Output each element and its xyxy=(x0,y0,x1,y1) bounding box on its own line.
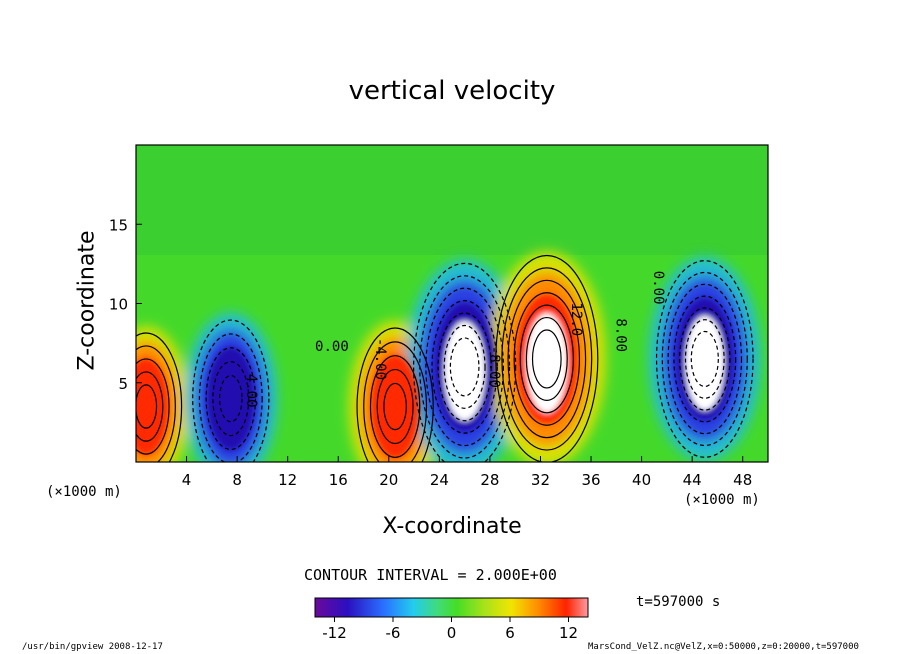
contour-label: 0.00 xyxy=(650,271,666,305)
contour-ring-5-1 xyxy=(655,260,754,458)
contour-ring-2-2 xyxy=(363,341,428,462)
feature-core-2 xyxy=(371,355,420,459)
colorbar-tick-label: -12 xyxy=(322,624,347,642)
chart-title: vertical velocity xyxy=(348,76,556,106)
contour-label: 12.0 xyxy=(568,302,584,336)
feature-core-1 xyxy=(206,347,255,451)
velocity-field xyxy=(136,145,768,462)
x-tick-label: 28 xyxy=(480,471,499,489)
contour-ring-1-4 xyxy=(212,361,250,437)
contour-ring-3-6 xyxy=(443,324,486,409)
contour-ring-3-2 xyxy=(419,275,511,459)
contour-ring-5-6 xyxy=(684,319,725,399)
x-tick-label: 4 xyxy=(182,471,192,489)
x-tick-label: 12 xyxy=(278,471,297,489)
contour-ring-3-7 xyxy=(449,337,480,397)
contour-ring-3-5 xyxy=(437,312,492,422)
contour-ring-1-3 xyxy=(205,347,257,451)
contour-ring-5-3 xyxy=(667,283,743,435)
x-tick-label: 20 xyxy=(379,471,398,489)
contour-ring-3-1 xyxy=(413,262,517,462)
contour-ring-5-2 xyxy=(661,271,748,447)
contour-ring-2-4 xyxy=(376,368,414,445)
y-tick-label: 15 xyxy=(109,216,128,234)
contour-ring-1-1 xyxy=(192,319,270,462)
time-label: t=597000 s xyxy=(636,594,721,610)
contour-ring-5-5 xyxy=(679,307,731,411)
contour-ring-3-3 xyxy=(425,287,505,447)
contour-ring-4-5 xyxy=(519,304,574,414)
contour-ring-4-2 xyxy=(501,267,593,451)
x-tick-label: 32 xyxy=(531,471,550,489)
contour-ring-5-7 xyxy=(690,330,719,388)
footer-right: MarsCond_VelZ.nc@VelZ,x=0:50000,z=0:2000… xyxy=(588,642,859,652)
contour-ring-1-5 xyxy=(219,374,243,423)
contour-interval: CONTOUR INTERVAL = 2.000E+00 xyxy=(304,566,557,584)
y-tick-label: 5 xyxy=(118,375,128,393)
contour-ring-2-1 xyxy=(356,327,434,462)
contour-ring-4-1 xyxy=(495,254,599,462)
contour-ring-5-4 xyxy=(673,295,737,423)
colorbar-tick-label: 12 xyxy=(559,624,578,642)
colorbar-tick-label: 0 xyxy=(447,624,457,642)
x-unit-right: (×1000 m) xyxy=(684,492,760,508)
colorbar-tick-label: -6 xyxy=(386,624,401,642)
contour-label: -8.00 xyxy=(486,346,502,388)
contour-ring-3-4 xyxy=(431,300,498,434)
contour-ring-0-4 xyxy=(136,371,164,442)
x-axis-label: X-coordinate xyxy=(382,514,522,539)
contour-label: 0.00 xyxy=(315,339,349,355)
feature-core-0 xyxy=(136,358,169,455)
x-unit-left: (×1000 m) xyxy=(46,484,122,500)
contour-ring-0-5 xyxy=(136,384,158,429)
colorbar xyxy=(314,597,589,618)
x-tick-label: 24 xyxy=(430,471,449,489)
contour-label: 4.00 xyxy=(243,374,259,408)
contour-ring-2-3 xyxy=(369,355,421,458)
field-upper-layer xyxy=(136,145,768,255)
contour-ring-1-2 xyxy=(198,333,263,462)
contour-ring-0-2 xyxy=(136,345,176,462)
contour-ring-4-7 xyxy=(531,329,562,389)
x-tick-label: 8 xyxy=(232,471,242,489)
contour-ring-2-5 xyxy=(383,382,407,431)
contour-ring-4-6 xyxy=(525,316,568,401)
contour-ring-4-3 xyxy=(507,279,587,439)
colorbar-tick-label: 6 xyxy=(505,624,515,642)
y-tick-label: 10 xyxy=(109,296,128,314)
contour-ring-4-4 xyxy=(513,292,581,426)
x-tick-label: 48 xyxy=(733,471,752,489)
x-tick-label: 16 xyxy=(329,471,348,489)
contour-ring-0-1 xyxy=(136,332,183,462)
contour-ring-0-3 xyxy=(136,358,170,455)
feature-saturated-5 xyxy=(685,315,725,411)
x-tick-label: 40 xyxy=(632,471,651,489)
y-axis-label: Z-coordinate xyxy=(74,230,100,371)
x-tick-label: 44 xyxy=(683,471,702,489)
x-tick-label: 36 xyxy=(581,471,600,489)
footer-left: /usr/bin/gpview 2008-12-17 xyxy=(22,642,163,652)
contour-label: -4.00 xyxy=(372,338,388,380)
contour-label: 8.00 xyxy=(612,318,628,352)
